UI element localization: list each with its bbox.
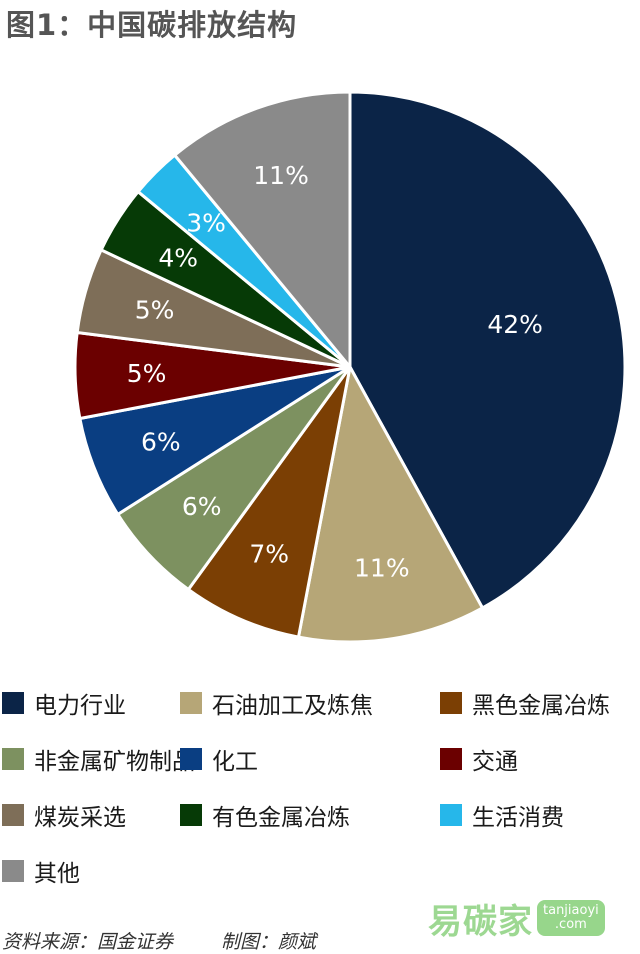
legend-swatch (440, 748, 462, 770)
legend-item: 电力行业 (2, 686, 126, 720)
pie-slice-0 (348, 90, 627, 610)
legend-swatch (2, 692, 24, 714)
watermark-logo: 易碳家 tanjiaoyi .com (428, 888, 638, 948)
legend-label: 电力行业 (34, 693, 126, 719)
legend-swatch (180, 804, 202, 826)
legend-swatch (2, 748, 24, 770)
slice-label-4: 6% (141, 427, 181, 456)
pie-slice-9 (173, 90, 352, 369)
author-note: 制图：颜斌 (221, 931, 317, 953)
legend-item: 其他 (2, 854, 80, 888)
legend-label: 交通 (472, 749, 518, 775)
legend-label: 生活消费 (472, 805, 564, 831)
legend-item: 生活消费 (440, 798, 564, 832)
legend-item: 非金属矿物制品 (2, 742, 195, 776)
legend-label: 非金属矿物制品 (34, 749, 195, 775)
legend-item: 化工 (180, 742, 258, 776)
chart-title: 图1：中国碳排放结构 (6, 8, 298, 42)
legend-item: 有色金属冶炼 (180, 798, 350, 832)
legend-swatch (440, 692, 462, 714)
slice-label-1: 11% (354, 553, 410, 582)
watermark-text: 易碳家 (428, 901, 533, 942)
slice-label-3: 6% (182, 492, 222, 521)
legend-swatch (2, 804, 24, 826)
legend-label: 其他 (34, 861, 80, 887)
legend-item: 煤炭采选 (2, 798, 126, 832)
legend-swatch (440, 804, 462, 826)
slice-label-9: 11% (253, 161, 309, 190)
legend-item: 石油加工及炼焦 (180, 686, 373, 720)
pie-chart: 42% 11% 7% 6% 6% 5% 5% 4% 3% 11% (73, 90, 627, 644)
legend-label: 化工 (212, 749, 258, 775)
legend-swatch (180, 748, 202, 770)
slice-label-6: 5% (135, 296, 175, 325)
slice-label-2: 7% (249, 539, 289, 568)
footer: 资料来源：国金证券 制图：颜斌 (2, 927, 316, 954)
slice-label-5: 5% (127, 359, 167, 388)
legend-swatch (180, 692, 202, 714)
watermark-badge: tanjiaoyi .com (537, 900, 605, 936)
legend-label: 有色金属冶炼 (212, 805, 350, 831)
pie-slice-2 (186, 365, 352, 639)
legend-label: 黑色金属冶炼 (472, 693, 610, 719)
chart-legend: 电力行业 石油加工及炼焦 黑色金属冶炼非金属矿物制品 化工 交通煤炭采选 有色金属冶炼 生活… (2, 686, 640, 926)
legend-label: 煤炭采选 (34, 805, 126, 831)
slice-label-8: 3% (186, 209, 226, 238)
legend-item: 交通 (440, 742, 518, 776)
slice-label-7: 4% (158, 243, 198, 272)
legend-label: 石油加工及炼焦 (212, 693, 373, 719)
pie-slice-1 (296, 365, 484, 644)
legend-item: 黑色金属冶炼 (440, 686, 610, 720)
legend-swatch (2, 860, 24, 882)
source-note: 资料来源：国金证券 (2, 931, 174, 953)
slice-label-0: 42% (487, 310, 543, 339)
watermark-badge-line1: tanjiaoyi (543, 903, 599, 918)
watermark-badge-line2: .com (554, 917, 587, 932)
